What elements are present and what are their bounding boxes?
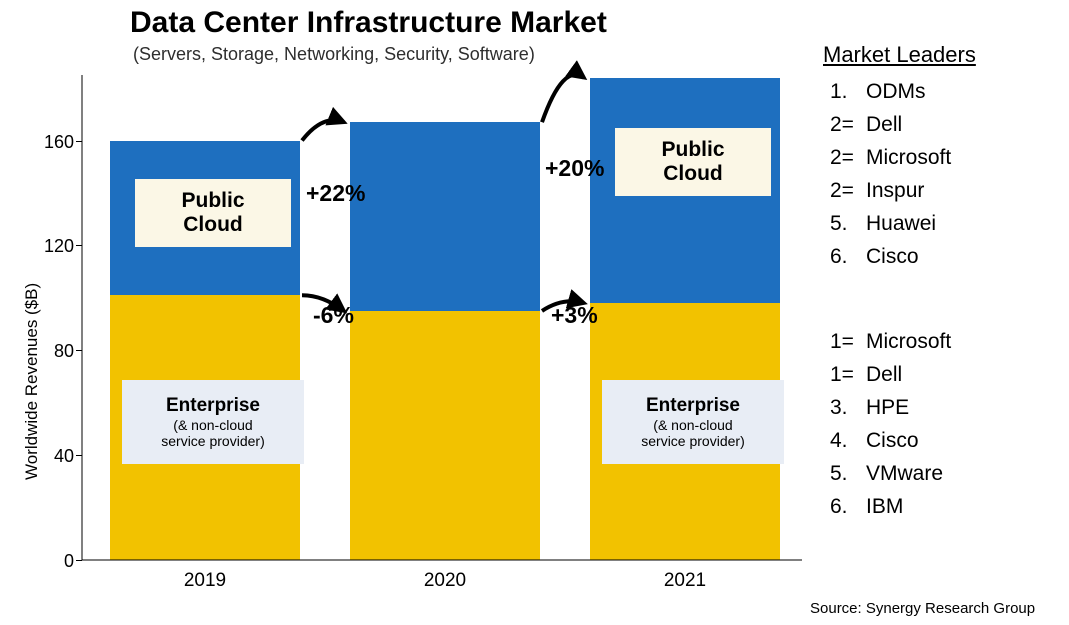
x-category-label: 2021 (625, 570, 745, 592)
market-leader-item: 2=Inspur (830, 179, 924, 203)
market-leader-item: 1=Microsoft (830, 330, 951, 354)
market-leader-item: 2=Dell (830, 113, 902, 137)
growth-label: +22% (306, 180, 365, 207)
y-tick-mark (76, 245, 82, 246)
segment-label: Enterprise(& non-cloudservice provider) (602, 380, 784, 464)
market-leader-item: 1.ODMs (830, 80, 926, 104)
chart-subtitle: (Servers, Storage, Networking, Security,… (133, 44, 535, 65)
segment-label: PublicCloud (615, 128, 771, 196)
y-tick-label: 120 (36, 236, 74, 257)
market-leader-item: 4.Cisco (830, 429, 919, 453)
y-tick-mark (76, 141, 82, 142)
bar-segment-public_cloud (350, 122, 540, 311)
source-credit: Source: Synergy Research Group (810, 600, 1035, 617)
market-leader-item: 3.HPE (830, 396, 909, 420)
y-tick-mark (76, 350, 82, 351)
y-tick-mark (76, 455, 82, 456)
growth-arrow (302, 120, 344, 140)
chart-title: Data Center Infrastructure Market (130, 6, 607, 40)
x-category-label: 2019 (145, 570, 265, 592)
bar-segment-enterprise (350, 311, 540, 560)
growth-label: +3% (551, 302, 598, 329)
segment-label: PublicCloud (135, 179, 291, 247)
y-tick-mark (76, 560, 82, 561)
y-tick-label: 40 (36, 446, 74, 467)
market-leader-item: 6.IBM (830, 495, 903, 519)
market-leader-item: 5.VMware (830, 462, 943, 486)
growth-arrow (542, 75, 584, 123)
market-leaders-title: Market Leaders (823, 42, 976, 68)
market-leader-item: 2=Microsoft (830, 146, 951, 170)
growth-label: +20% (545, 155, 604, 182)
y-tick-label: 80 (36, 341, 74, 362)
growth-label: -6% (313, 302, 354, 329)
chart-stage: Data Center Infrastructure Market (Serve… (0, 0, 1069, 625)
market-leader-item: 1=Dell (830, 363, 902, 387)
segment-label: Enterprise(& non-cloudservice provider) (122, 380, 304, 464)
x-category-label: 2020 (385, 570, 505, 592)
y-tick-label: 0 (36, 551, 74, 572)
y-tick-label: 160 (36, 132, 74, 153)
market-leader-item: 6.Cisco (830, 245, 919, 269)
market-leader-item: 5.Huawei (830, 212, 936, 236)
